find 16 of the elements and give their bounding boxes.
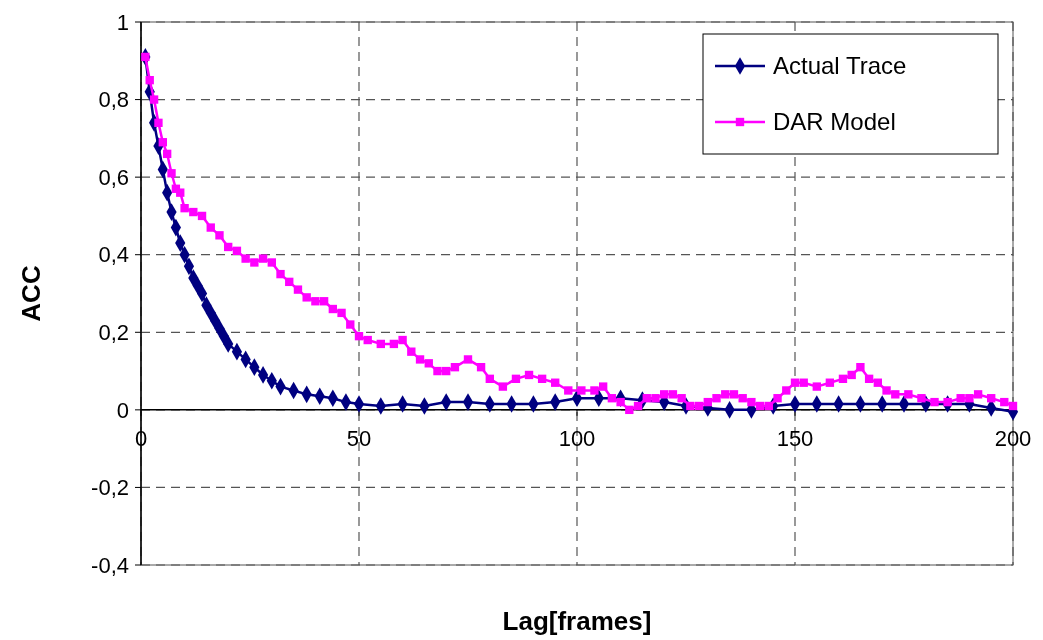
- y-tick-label: -0,4: [91, 552, 129, 578]
- x-tick-label: 100: [558, 425, 596, 451]
- y-tick-label: 0,2: [98, 319, 129, 345]
- x-tick-label: 50: [346, 425, 372, 451]
- y-tick-label: 0,4: [98, 242, 129, 268]
- y-tick-label: -0,2: [91, 475, 129, 501]
- legend-label: DAR Model: [773, 108, 896, 136]
- legend-label: Actual Trace: [773, 52, 907, 80]
- y-tick-label: 0: [116, 397, 129, 423]
- x-tick-label: 150: [776, 425, 814, 451]
- x-axis-title: Lag[frames]: [502, 606, 652, 636]
- y-tick-label: 0,8: [98, 87, 129, 113]
- y-axis-title: ACC: [16, 265, 46, 322]
- x-tick-label: 200: [994, 425, 1032, 451]
- y-tick-label: 1: [116, 9, 129, 35]
- y-tick-label: 0,6: [98, 164, 129, 190]
